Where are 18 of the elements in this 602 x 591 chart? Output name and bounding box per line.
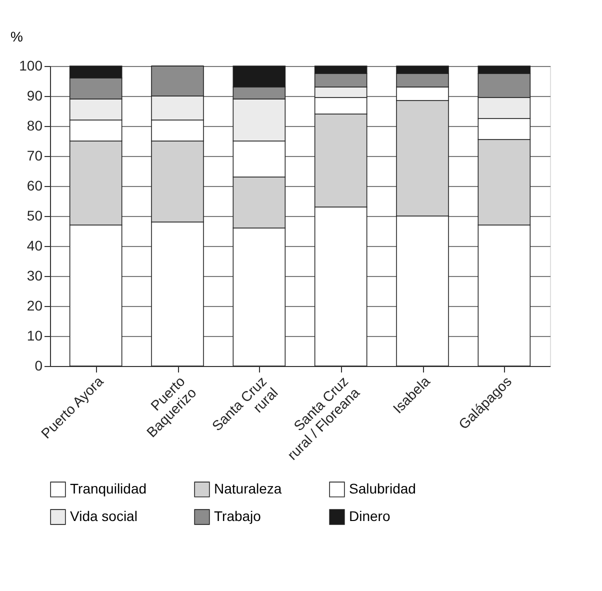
y-tick-label: 30 — [26, 268, 43, 284]
y-tick-label: 80 — [26, 118, 43, 134]
legend-label: Dinero — [349, 508, 390, 524]
y-tick-label: 10 — [26, 328, 43, 344]
y-tick-label: 40 — [26, 238, 43, 254]
legend-label: Vida social — [70, 508, 138, 524]
legend-label: Trabajo — [214, 508, 262, 524]
y-tick-label: 0 — [34, 358, 43, 374]
y-tick-label: 50 — [26, 208, 43, 224]
legend-label: Naturaleza — [214, 480, 282, 496]
y-tick-label: 90 — [26, 88, 43, 104]
y-tick-label: 70 — [26, 148, 43, 164]
legend-label: Tranquilidad — [70, 480, 147, 496]
y-tick-label: 20 — [26, 298, 43, 314]
y-tick-label: 100 — [19, 58, 43, 74]
y-axis-title: % — [10, 28, 23, 44]
y-tick-label: 60 — [26, 178, 43, 194]
legend-label: Salubridad — [349, 480, 416, 496]
